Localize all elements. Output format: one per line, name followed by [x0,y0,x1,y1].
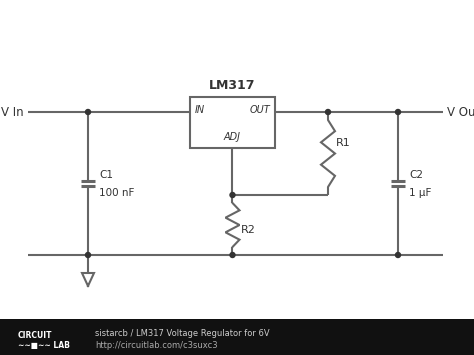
Circle shape [395,252,401,257]
Text: R1: R1 [336,138,351,148]
Text: IN: IN [195,105,205,115]
Text: R2: R2 [240,225,255,235]
Bar [190,97,275,148]
Text: C2: C2 [409,169,423,180]
Circle shape [326,109,330,115]
Circle shape [230,252,235,257]
Text: http://circuitlab.com/c3suxc3: http://circuitlab.com/c3suxc3 [95,341,218,350]
Text: CIRCUIT: CIRCUIT [18,331,53,340]
Text: 100 nF: 100 nF [99,187,134,197]
Text: ∼∼■∼∼ LAB: ∼∼■∼∼ LAB [18,341,70,350]
Circle shape [395,109,401,115]
Circle shape [230,192,235,197]
Text: OUT: OUT [249,105,270,115]
Bar [0,319,474,355]
Text: V In: V In [1,105,24,119]
Text: sistarcb / LM317 Voltage Regulator for 6V: sistarcb / LM317 Voltage Regulator for 6… [95,329,270,338]
Circle shape [85,252,91,257]
Text: ADJ: ADJ [224,132,241,142]
Text: C1: C1 [99,169,113,180]
Text: LM317: LM317 [209,79,256,92]
Text: V Out: V Out [447,105,474,119]
Text: 1 μF: 1 μF [409,187,431,197]
Circle shape [85,109,91,115]
